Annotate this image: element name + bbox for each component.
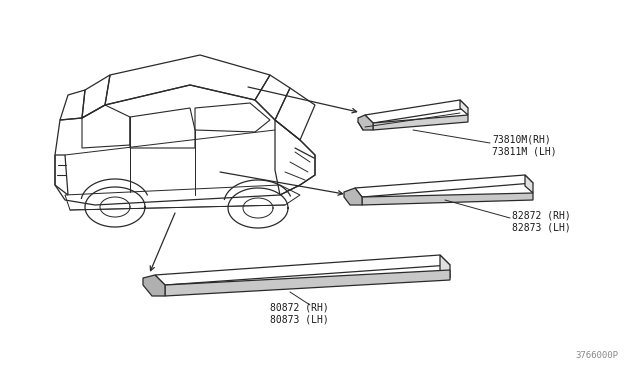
Text: 82873 (LH): 82873 (LH)	[512, 222, 571, 232]
Polygon shape	[358, 115, 373, 130]
Polygon shape	[460, 100, 468, 115]
Text: 73811M (LH): 73811M (LH)	[492, 147, 557, 157]
Polygon shape	[165, 270, 450, 296]
Polygon shape	[373, 115, 468, 130]
Text: 3766000P: 3766000P	[575, 351, 618, 360]
Polygon shape	[355, 175, 533, 197]
Text: 80872 (RH): 80872 (RH)	[270, 302, 329, 312]
Text: 80873 (LH): 80873 (LH)	[270, 314, 329, 324]
Polygon shape	[365, 100, 468, 123]
Text: 82872 (RH): 82872 (RH)	[512, 210, 571, 220]
Polygon shape	[143, 275, 165, 296]
Polygon shape	[440, 255, 450, 278]
Text: 73810M(RH): 73810M(RH)	[492, 135, 551, 145]
Polygon shape	[344, 188, 362, 205]
Polygon shape	[155, 255, 450, 285]
Polygon shape	[362, 193, 533, 205]
Polygon shape	[525, 175, 533, 193]
